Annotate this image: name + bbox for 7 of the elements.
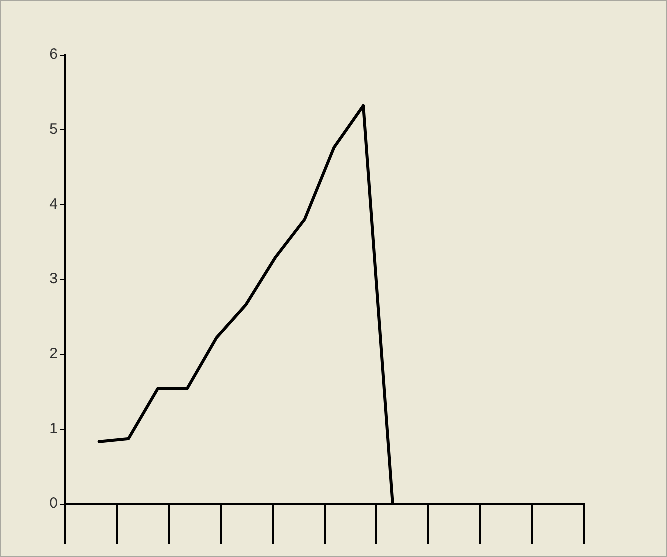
- y-tick-label: 3: [50, 270, 58, 288]
- y-tick-label: 0: [50, 495, 58, 512]
- y-tick-label: 5: [50, 120, 58, 138]
- y-tick-label: 2: [50, 345, 58, 362]
- y-tick-label: 1: [50, 420, 58, 438]
- y-tick-label: 4: [50, 196, 58, 213]
- y-tick-label: 6: [50, 46, 58, 64]
